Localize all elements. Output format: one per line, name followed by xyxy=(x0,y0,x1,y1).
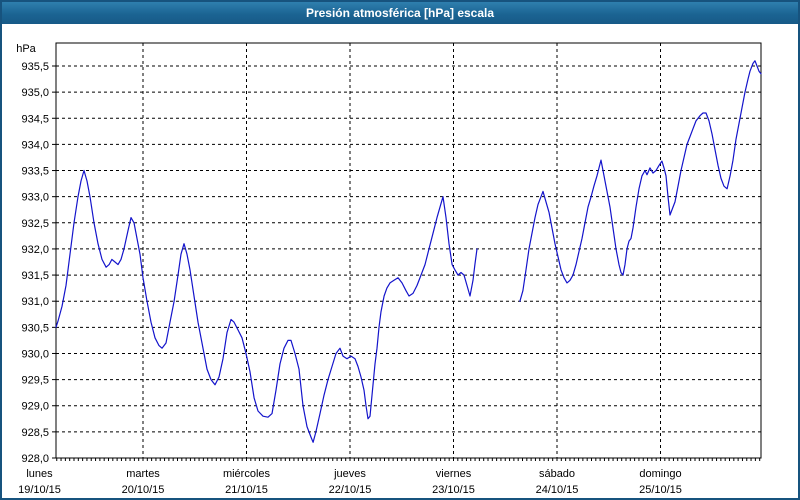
day-label: viernes xyxy=(436,468,472,480)
date-label: 21/10/15 xyxy=(225,484,268,496)
date-label: 25/10/15 xyxy=(639,484,682,496)
y-tick-label: 931,5 xyxy=(21,270,49,282)
y-tick-label: 928,0 xyxy=(21,453,49,465)
y-tick-label: 935,0 xyxy=(21,87,49,99)
day-label: lunes xyxy=(26,468,53,480)
pressure-line-segment xyxy=(55,169,478,443)
y-tick-label: 934,0 xyxy=(21,139,49,151)
y-tick-label: 930,5 xyxy=(21,322,49,334)
pressure-line-segment xyxy=(519,60,762,302)
chart-title-bar: Presión atmosférica [hPa] escala xyxy=(2,2,798,24)
chart-canvas: 935,5 935,0 934,5 934,0 933,5 933,0 932,5 932,0… xyxy=(16,42,762,496)
day-label: sábado xyxy=(539,468,575,480)
date-label: 20/10/15 xyxy=(122,484,165,496)
y-tick-label: 929,5 xyxy=(21,375,49,387)
chart-title: Presión atmosférica [hPa] escala xyxy=(305,6,495,20)
day-label: domingo xyxy=(639,468,681,480)
y-tick-label: 932,0 xyxy=(21,244,49,256)
date-label: 22/10/15 xyxy=(329,484,372,496)
y-tick-label: 935,5 xyxy=(21,61,49,73)
day-label: jueves xyxy=(333,468,366,480)
pressure-chart: 935,5 935,0 934,5 934,0 933,5 933,0 932,5 932,0… xyxy=(2,24,798,498)
y-tick-label: 933,0 xyxy=(21,192,49,204)
date-label: 24/10/15 xyxy=(536,484,579,496)
y-tick-label: 931,0 xyxy=(21,296,49,308)
day-label: martes xyxy=(126,468,160,480)
y-tick-label: 929,0 xyxy=(21,401,49,413)
day-label: miércoles xyxy=(223,468,271,480)
y-tick-label: 933,5 xyxy=(21,166,49,178)
y-axis-unit-label: hPa xyxy=(16,43,36,55)
date-label: 19/10/15 xyxy=(18,484,61,496)
y-tick-label: 932,5 xyxy=(21,218,49,230)
y-tick-label: 930,0 xyxy=(21,348,49,360)
y-tick-label: 934,5 xyxy=(21,113,49,125)
y-tick-label: 928,5 xyxy=(21,427,49,439)
plot-border xyxy=(55,42,762,459)
date-label: 23/10/15 xyxy=(432,484,475,496)
